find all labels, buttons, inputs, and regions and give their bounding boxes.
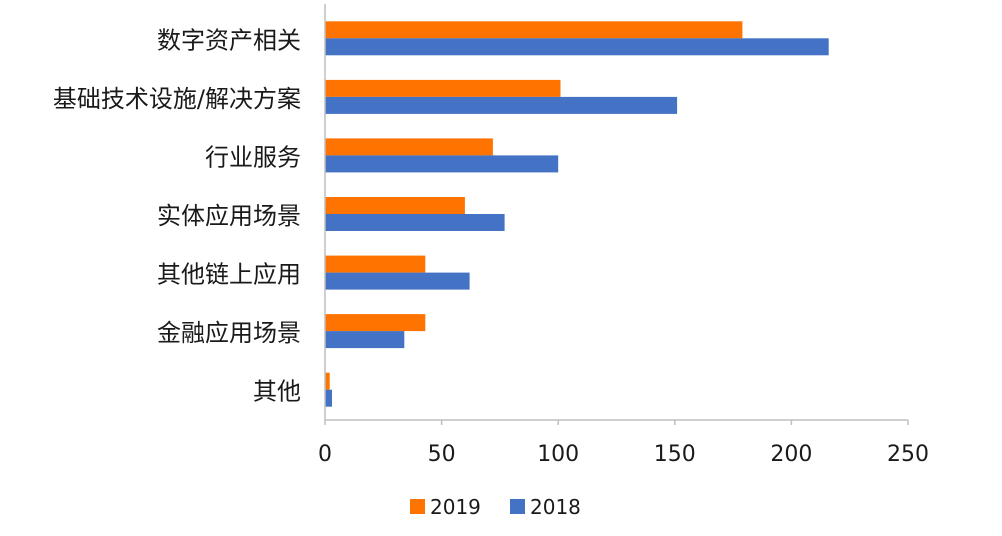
category-label-6: 其他 (253, 378, 301, 406)
bar-2019-2 (325, 138, 493, 156)
legend-swatch-2018 (510, 499, 525, 514)
x-tick-labels: 0 50 100 150 200 250 (318, 442, 929, 467)
axis-layer (324, 4, 909, 425)
category-label-0: 数字资产相关 (157, 26, 301, 54)
x-tick-label-4: 200 (770, 442, 812, 467)
legend-label-2018: 2018 (530, 495, 581, 519)
category-label-4: 其他链上应用 (157, 261, 301, 289)
bar-2018-1 (325, 96, 678, 114)
legend-swatch-2019 (410, 499, 425, 514)
bar-2019-4 (325, 255, 426, 273)
x-tick-label-3: 150 (654, 442, 696, 467)
category-label-5: 金融应用场景 (157, 319, 301, 347)
legend: 2019 2018 (410, 495, 581, 519)
bar-2019-1 (325, 79, 561, 97)
x-tick-label-1: 50 (428, 442, 456, 467)
x-tick-label-0: 0 (318, 442, 332, 467)
x-tick-label-2: 100 (537, 442, 579, 467)
bars-layer (325, 21, 829, 407)
x-tick-label-5: 250 (887, 442, 929, 467)
legend-label-2019: 2019 (430, 495, 481, 519)
category-label-1: 基础技术设施/解决方案 (53, 85, 301, 113)
category-label-2: 行业服务 (205, 143, 301, 171)
bar-2018-4 (325, 272, 470, 290)
category-label-3: 实体应用场景 (157, 202, 301, 230)
bar-2019-6 (325, 372, 330, 390)
bar-2018-5 (325, 331, 405, 349)
bar-2018-3 (325, 214, 505, 231)
category-labels: 数字资产相关基础技术设施/解决方案行业服务实体应用场景其他链上应用金融应用场景其… (53, 26, 301, 405)
bar-2019-3 (325, 197, 465, 214)
bar-2018-2 (325, 155, 559, 173)
bar-2018-6 (325, 389, 332, 407)
bar-2019-5 (325, 314, 426, 332)
bar-2019-0 (325, 21, 743, 39)
bar-2018-0 (325, 38, 829, 56)
